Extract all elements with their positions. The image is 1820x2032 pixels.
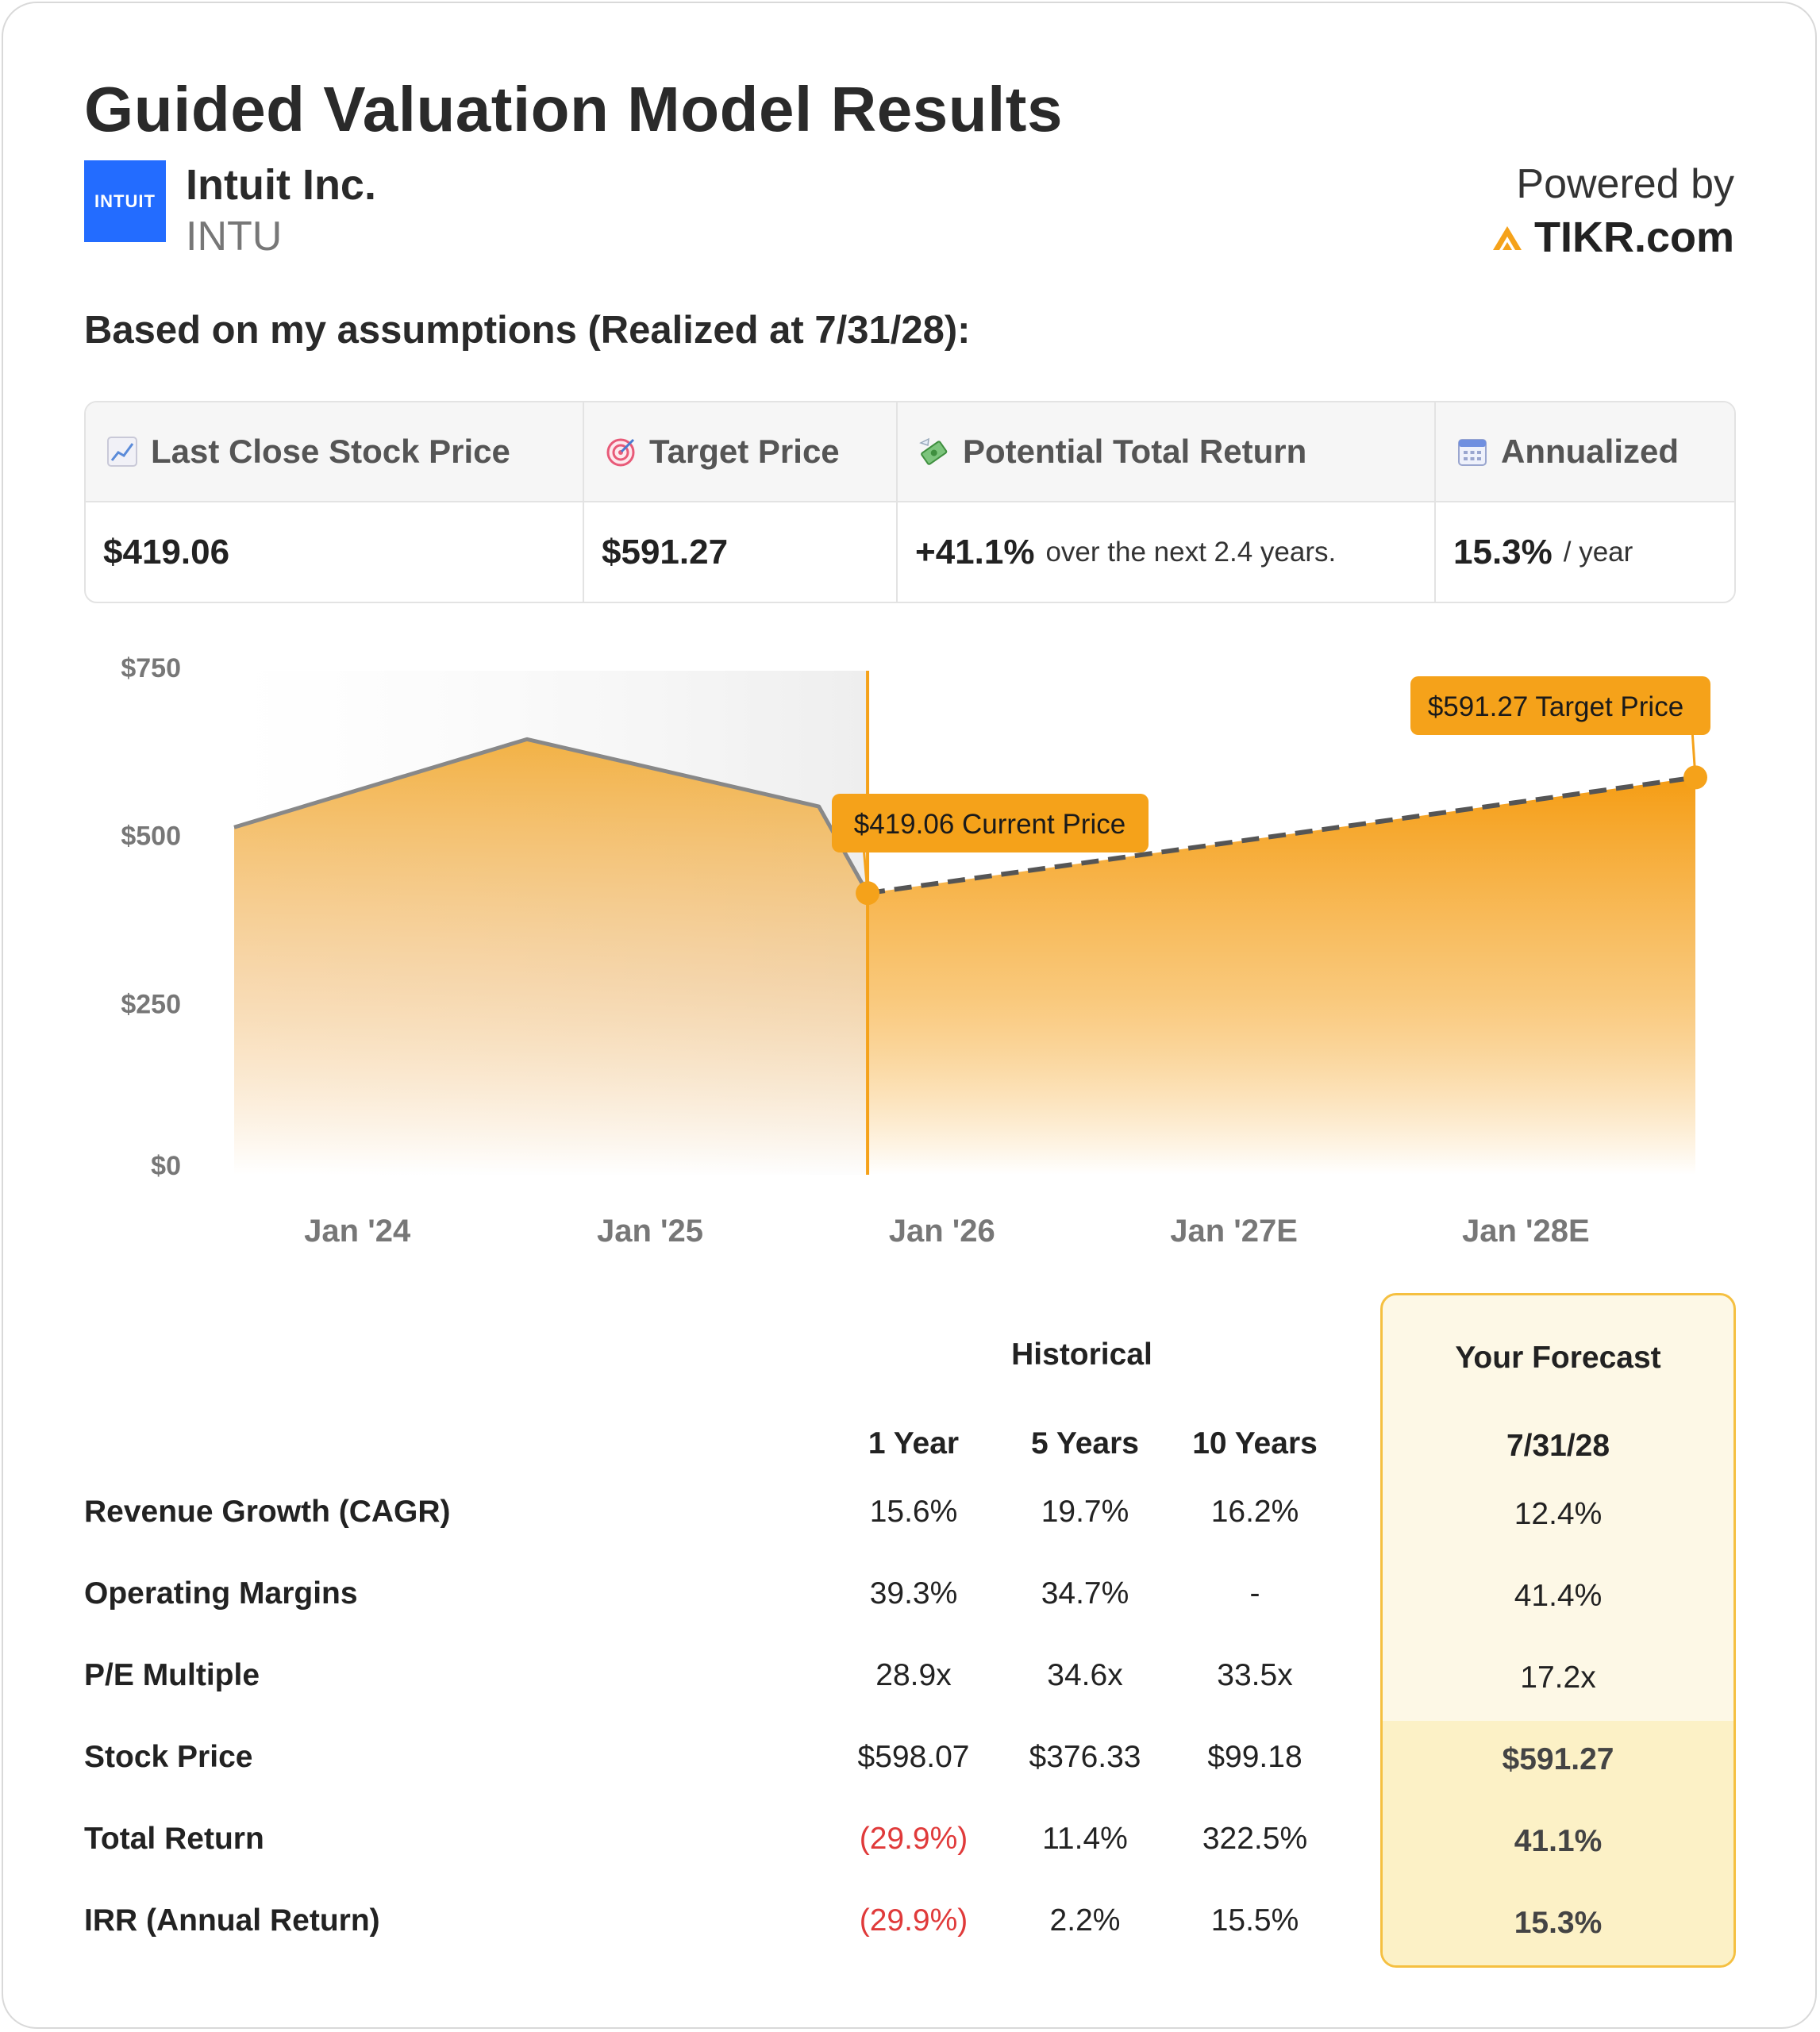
current-price-annotation: $419.06 Current Price xyxy=(854,809,1125,840)
cell-price-forecast: $591.27 xyxy=(1502,1742,1614,1776)
cell-price-5y: $376.33 xyxy=(1029,1740,1141,1774)
cell-pe-10y: 33.5x xyxy=(1217,1658,1293,1692)
cell-margins-5y: 34.7% xyxy=(1041,1576,1129,1611)
calendar-icon xyxy=(1458,439,1487,466)
assumptions-subtitle: Based on my assumptions (Realized at 7/3… xyxy=(84,309,971,352)
tikr-brand-text: TIKR.com xyxy=(1533,214,1734,261)
cell-pe-5y: 34.6x xyxy=(1047,1658,1123,1692)
cell-price-10y: $99.18 xyxy=(1207,1740,1302,1774)
cell-revenue-10y: 16.2% xyxy=(1210,1495,1299,1529)
cell-margins-forecast: 41.4% xyxy=(1514,1579,1603,1613)
cell-return-1y: (29.9%) xyxy=(859,1822,968,1856)
current-price-point xyxy=(856,881,880,906)
total-return-note: over the next 2.4 years. xyxy=(1045,536,1337,568)
target-price-value: $591.27 xyxy=(583,502,896,602)
forecast-area xyxy=(868,777,1695,1175)
row-label-revenue-growth: Revenue Growth (CAGR) xyxy=(84,1495,451,1529)
company-ticker: INTU xyxy=(186,214,283,260)
page-title: Guided Valuation Model Results xyxy=(84,74,1063,144)
x-tick-label: Jan '25 xyxy=(597,1214,703,1249)
current-price-tooltip xyxy=(832,794,1149,852)
cell-irr-10y: 15.5% xyxy=(1210,1903,1299,1938)
historical-area xyxy=(234,739,868,1175)
cell-return-forecast: 41.1% xyxy=(1514,1824,1603,1858)
x-tick-label: Jan '28E xyxy=(1462,1214,1590,1249)
summary-header-annualized: Annualized xyxy=(1434,402,1734,502)
cell-margins-10y: - xyxy=(1249,1576,1260,1611)
cell-return-5y: 11.4% xyxy=(1042,1822,1128,1856)
y-tick-label: $750 xyxy=(121,653,181,683)
y-tick-label: $250 xyxy=(121,989,181,1019)
forecast-date-header: 7/31/28 xyxy=(1506,1429,1610,1463)
row-label-total-return: Total Return xyxy=(84,1822,264,1856)
row-label-pe-multiple: P/E Multiple xyxy=(84,1658,260,1692)
forecast-group-header: Your Forecast xyxy=(1455,1341,1661,1375)
cell-irr-1y: (29.9%) xyxy=(859,1903,968,1938)
summary-header-target: Target Price xyxy=(583,402,896,502)
target-price-tooltip xyxy=(1410,676,1710,735)
cell-revenue-5y: 19.7% xyxy=(1041,1495,1129,1529)
annualized-value: 15.3% / year xyxy=(1434,502,1734,602)
historical-group-header: Historical xyxy=(1011,1337,1152,1372)
cell-margins-1y: 39.3% xyxy=(869,1576,958,1611)
price-chart: $750 $500 $250 $0 Jan '24 Jan '25 Jan '26 Jan '… xyxy=(121,653,1710,1249)
x-tick-label: Jan '26 xyxy=(889,1214,995,1249)
tikr-brand[interactable]: TIKR.com xyxy=(1491,213,1734,262)
target-price-point xyxy=(1683,765,1707,790)
row-label-stock-price: Stock Price xyxy=(84,1740,253,1774)
forecast-dashed-line xyxy=(867,775,1696,896)
cell-price-1y: $598.07 xyxy=(857,1740,970,1774)
cell-revenue-forecast: 12.4% xyxy=(1514,1497,1603,1531)
company-logo: INTUIT xyxy=(84,160,166,242)
forecast-column xyxy=(1380,1293,1736,1968)
summary-table: Last Close Stock Price Target Price Pote… xyxy=(84,401,1736,603)
row-label-irr: IRR (Annual Return) xyxy=(84,1903,380,1938)
y-tick-label: $500 xyxy=(121,822,181,852)
summary-header-last-close: Last Close Stock Price xyxy=(86,402,583,502)
company-name: Intuit Inc. xyxy=(186,161,376,209)
chart-increasing-icon xyxy=(107,437,137,467)
cell-irr-5y: 2.2% xyxy=(1049,1903,1121,1938)
cell-return-10y: 322.5% xyxy=(1202,1822,1308,1856)
column-header-1-year: 1 Year xyxy=(868,1426,960,1460)
column-header-10-years: 10 Years xyxy=(1192,1426,1318,1460)
powered-by-label: Powered by xyxy=(1516,161,1734,207)
y-tick-label: $0 xyxy=(151,1151,181,1181)
summary-header-total-return: Potential Total Return xyxy=(896,402,1434,502)
x-tick-label: Jan '27E xyxy=(1170,1214,1298,1249)
last-close-value: $419.06 xyxy=(103,532,230,572)
cell-pe-forecast: 17.2x xyxy=(1520,1661,1596,1695)
cell-revenue-1y: 15.6% xyxy=(869,1495,958,1529)
cell-pe-1y: 28.9x xyxy=(875,1658,952,1692)
total-return-value: +41.1% over the next 2.4 years. xyxy=(896,502,1434,602)
cell-irr-forecast: 15.3% xyxy=(1514,1906,1603,1940)
target-icon xyxy=(606,438,635,467)
annualized-note: / year xyxy=(1563,536,1633,568)
tikr-logo-icon xyxy=(1492,226,1522,250)
x-tick-label: Jan '24 xyxy=(304,1214,411,1249)
column-header-5-years: 5 Years xyxy=(1031,1426,1139,1460)
target-price-annotation: $591.27 Target Price xyxy=(1428,691,1683,722)
money-with-wings-icon xyxy=(919,437,948,465)
row-label-operating-margins: Operating Margins xyxy=(84,1576,358,1611)
